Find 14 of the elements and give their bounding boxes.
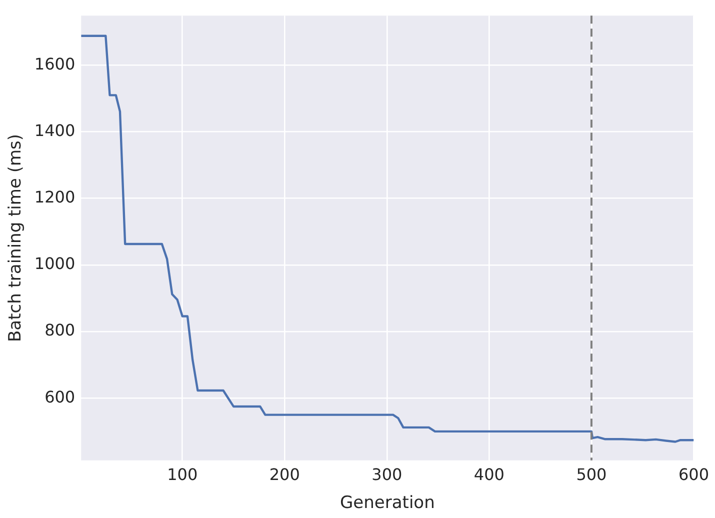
x-tick-label: 100	[167, 465, 198, 484]
x-tick-label: 200	[269, 465, 300, 484]
y-tick-label: 1000	[34, 254, 76, 274]
y-tick-label: 1600	[34, 54, 76, 74]
y-axis-title: Batch training time (ms)	[6, 134, 26, 342]
x-tick-label: 600	[678, 465, 710, 484]
x-tick-label: 500	[576, 465, 607, 484]
x-tick-label: 400	[474, 465, 504, 484]
y-tick-label: 1400	[34, 120, 76, 140]
x-tick-label: 300	[372, 465, 402, 484]
y-tick-label: 600	[44, 387, 76, 406]
y-tick-label: 1200	[34, 188, 76, 207]
y-tick-label: 800	[44, 320, 76, 340]
x-axis-title: Generation	[340, 493, 435, 514]
